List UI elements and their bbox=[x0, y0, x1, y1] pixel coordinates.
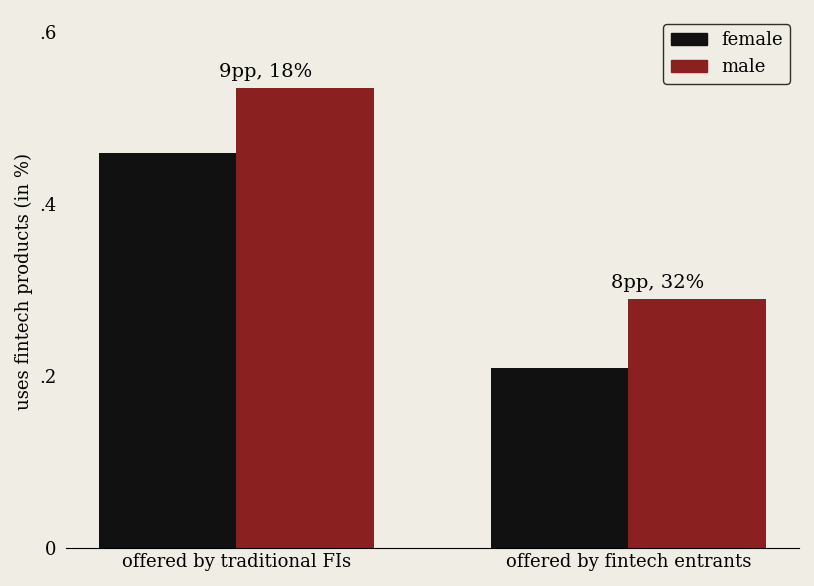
Y-axis label: uses fintech products (in %): uses fintech products (in %) bbox=[15, 153, 33, 410]
Bar bbox=[628, 299, 766, 548]
Legend: female, male: female, male bbox=[663, 24, 790, 83]
Text: 9pp, 18%: 9pp, 18% bbox=[219, 63, 313, 81]
Bar bbox=[99, 152, 236, 548]
Bar bbox=[236, 88, 374, 548]
Bar bbox=[492, 367, 628, 548]
Text: 8pp, 32%: 8pp, 32% bbox=[611, 274, 704, 292]
